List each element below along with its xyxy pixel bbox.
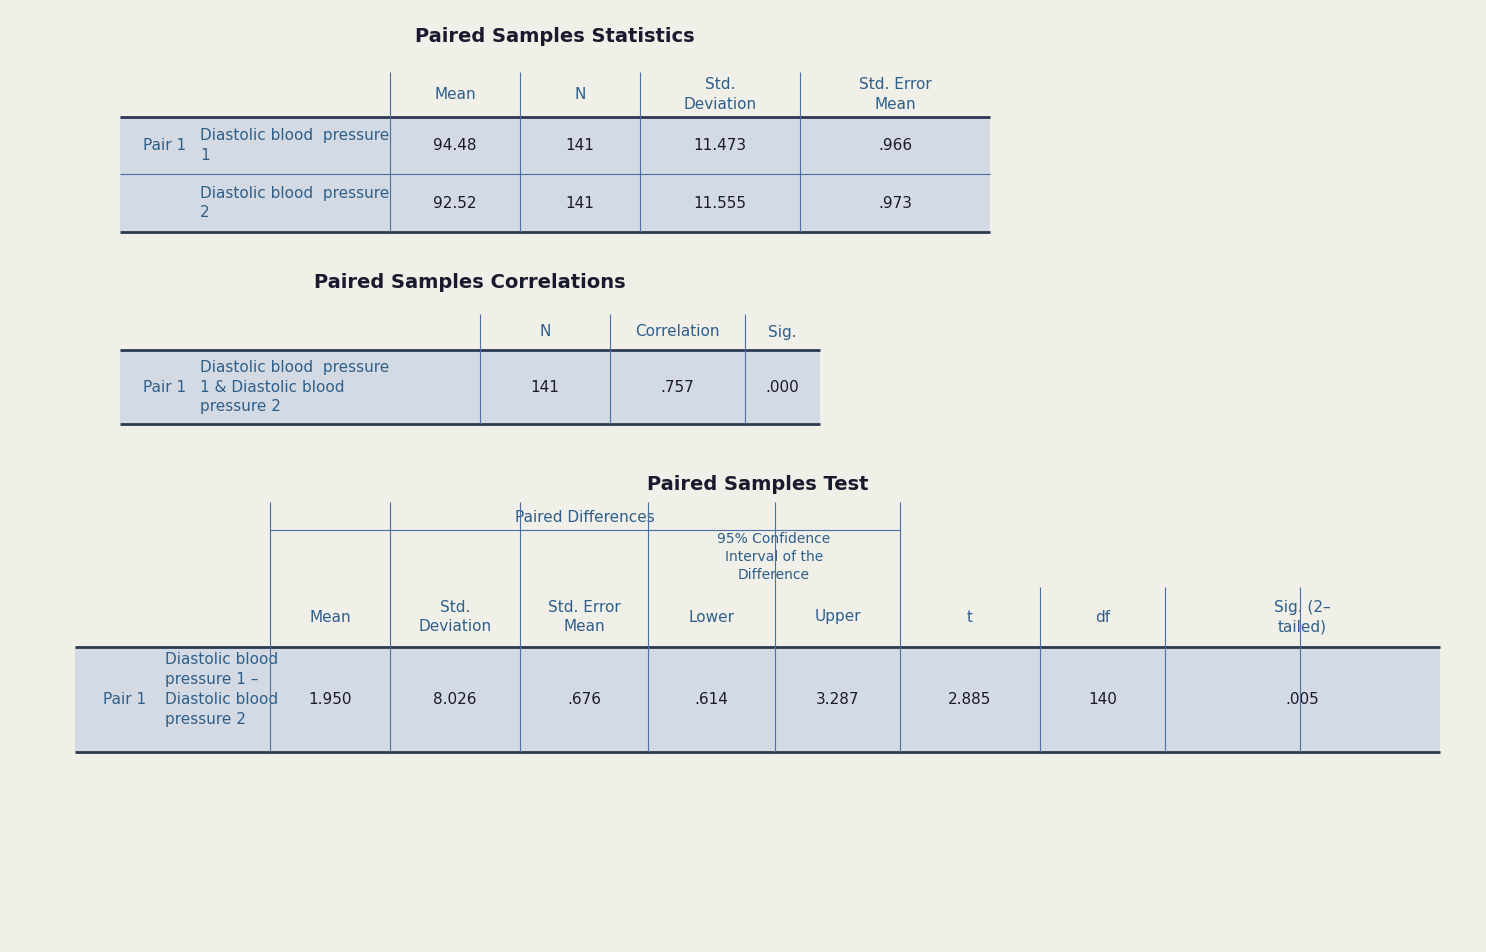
Text: 141: 141 [566, 138, 594, 153]
Text: t: t [967, 609, 973, 625]
Bar [120, 350, 820, 424]
Text: Diastolic blood  pressure
1 & Diastolic blood
pressure 2: Diastolic blood pressure 1 & Diastolic b… [201, 360, 389, 414]
Text: Correlation: Correlation [635, 325, 719, 340]
Text: Diastolic blood
pressure 1 –
Diastolic blood
pressure 2: Diastolic blood pressure 1 – Diastolic b… [165, 652, 278, 726]
Text: 2.885: 2.885 [948, 692, 991, 707]
Text: .757: .757 [661, 380, 694, 394]
Text: Paired Samples Statistics: Paired Samples Statistics [415, 28, 695, 47]
Text: 1.950: 1.950 [308, 692, 352, 707]
Text: 8.026: 8.026 [434, 692, 477, 707]
Text: 3.287: 3.287 [816, 692, 859, 707]
Text: Upper: Upper [814, 609, 860, 625]
Text: Pair 1: Pair 1 [144, 380, 187, 394]
Bar [74, 647, 1440, 752]
Text: N: N [574, 87, 585, 102]
Text: Sig. (2–
tailed): Sig. (2– tailed) [1274, 600, 1331, 634]
Text: Std. Error
Mean: Std. Error Mean [859, 77, 932, 112]
Text: df: df [1095, 609, 1110, 625]
Text: .614: .614 [694, 692, 728, 707]
Text: Sig.: Sig. [768, 325, 796, 340]
Text: Paired Samples Correlations: Paired Samples Correlations [314, 272, 626, 291]
Text: 94.48: 94.48 [434, 138, 477, 153]
Text: .005: .005 [1285, 692, 1320, 707]
Text: Diastolic blood  pressure
1: Diastolic blood pressure 1 [201, 129, 389, 163]
Text: Mean: Mean [434, 87, 476, 102]
Bar [120, 174, 990, 232]
Text: Std.
Deviation: Std. Deviation [684, 77, 756, 112]
Text: Lower: Lower [688, 609, 734, 625]
Text: Pair 1: Pair 1 [104, 692, 147, 707]
Text: 11.473: 11.473 [694, 138, 746, 153]
Text: .973: .973 [878, 195, 912, 210]
Text: Mean: Mean [309, 609, 351, 625]
Text: Pair 1: Pair 1 [144, 138, 187, 153]
Text: .966: .966 [878, 138, 912, 153]
Text: 92.52: 92.52 [434, 195, 477, 210]
Text: 141: 141 [566, 195, 594, 210]
Text: 11.555: 11.555 [694, 195, 746, 210]
Text: .676: .676 [568, 692, 600, 707]
Text: Diastolic blood  pressure
2: Diastolic blood pressure 2 [201, 186, 389, 221]
Text: 141: 141 [531, 380, 559, 394]
Text: 140: 140 [1088, 692, 1117, 707]
Bar [120, 117, 990, 174]
Text: Std. Error
Mean: Std. Error Mean [548, 600, 620, 634]
Text: 95% Confidence
Interval of the
Difference: 95% Confidence Interval of the Differenc… [718, 531, 831, 583]
Text: Std.
Deviation: Std. Deviation [419, 600, 492, 634]
Text: Paired Differences: Paired Differences [516, 509, 655, 525]
Text: .000: .000 [765, 380, 799, 394]
Text: N: N [539, 325, 551, 340]
Text: Paired Samples Test: Paired Samples Test [646, 474, 868, 493]
